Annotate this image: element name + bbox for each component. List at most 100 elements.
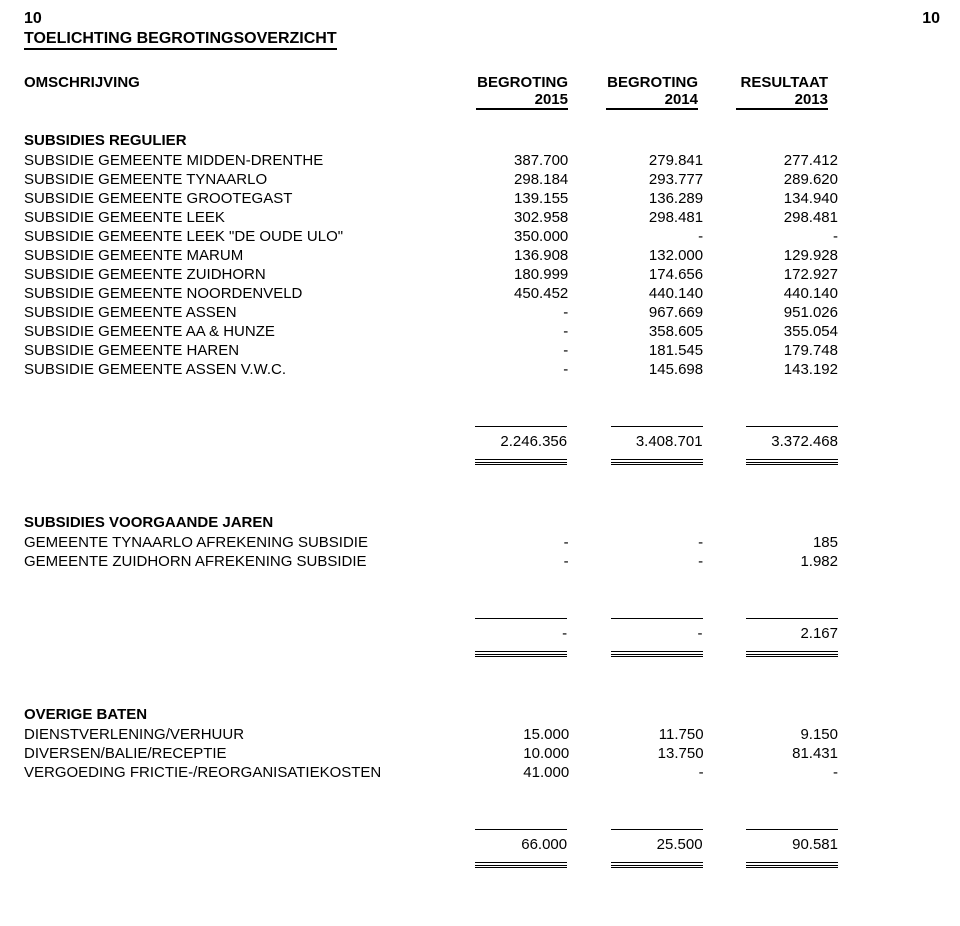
col-header-1-bot: 2015 [444,91,574,110]
row-value: 298.481 [709,208,844,227]
row-value: 134.940 [709,189,844,208]
row-value: 145.698 [574,360,709,379]
row-desc: DIVERSEN/BALIE/RECEPTIE [24,744,441,763]
row-desc: SUBSIDIE GEMEENTE ZUIDHORN [24,265,439,284]
table-row: GEMEENTE TYNAARLO AFREKENING SUBSIDIE--1… [24,533,844,552]
row-desc: SUBSIDIE GEMEENTE MARUM [24,246,439,265]
row-value: 13.750 [575,744,709,763]
table-row: SUBSIDIE GEMEENTE HAREN-181.545179.748 [24,341,844,360]
table-row: VERGOEDING FRICTIE-/REORGANISATIEKOSTEN4… [24,763,844,782]
table-row: SUBSIDIE GEMEENTE LEEK302.958298.481298.… [24,208,844,227]
row-value: 387.700 [439,151,574,170]
total-value: 90.581 [709,835,844,854]
total-row: --2.167 [24,624,844,643]
row-value: 136.289 [574,189,709,208]
row-value: - [709,227,844,246]
row-desc: SUBSIDIE GEMEENTE TYNAARLO [24,170,439,189]
row-value: 10.000 [441,744,575,763]
row-value: 180.999 [439,265,574,284]
table-row: SUBSIDIE GEMEENTE MARUM136.908132.000129… [24,246,844,265]
section-title: OVERIGE BATEN [24,706,940,723]
table-row: SUBSIDIE GEMEENTE AA & HUNZE-358.605355.… [24,322,844,341]
section-title: SUBSIDIES VOORGAANDE JAREN [24,514,940,531]
page-number-right: 10 [922,10,940,28]
row-value: - [574,227,709,246]
total-value: - [438,624,573,643]
col-header-2-bot: 2014 [574,91,704,110]
page-title: TOELICHTING BEGROTINGSOVERZICHT [24,30,337,50]
row-desc: GEMEENTE TYNAARLO AFREKENING SUBSIDIE [24,533,440,552]
row-value: 450.452 [439,284,574,303]
row-value: 11.750 [575,725,709,744]
total-value: 25.500 [573,835,708,854]
table-row: SUBSIDIE GEMEENTE GROOTEGAST139.155136.2… [24,189,844,208]
total-value: 3.408.701 [573,432,708,451]
row-value: - [575,552,709,571]
row-value: - [710,763,844,782]
col-header-1-top: BEGROTING [444,74,574,91]
col-header-3-top: RESULTAAT [704,74,834,91]
row-value: - [575,533,709,552]
row-value: 289.620 [709,170,844,189]
row-value: 15.000 [441,725,575,744]
row-value: - [439,322,574,341]
total-value: 2.246.356 [438,432,573,451]
row-value: 185 [709,533,844,552]
table-row: SUBSIDIE GEMEENTE NOORDENVELD450.452440.… [24,284,844,303]
row-value: 355.054 [709,322,844,341]
row-value: 174.656 [574,265,709,284]
total-value: - [573,624,708,643]
row-desc: SUBSIDIE GEMEENTE NOORDENVELD [24,284,439,303]
table-row: DIVERSEN/BALIE/RECEPTIE10.00013.75081.43… [24,744,844,763]
row-value: - [440,533,574,552]
row-desc: SUBSIDIE GEMEENTE LEEK "DE OUDE ULO" [24,227,439,246]
row-value: 298.184 [439,170,574,189]
row-desc: SUBSIDIE GEMEENTE ASSEN [24,303,439,322]
row-value: 1.982 [709,552,844,571]
row-value: 302.958 [439,208,574,227]
row-desc: SUBSIDIE GEMEENTE AA & HUNZE [24,322,439,341]
table-row: SUBSIDIE GEMEENTE ASSEN V.W.C.-145.69814… [24,360,844,379]
row-value: - [440,552,574,571]
total-row: 66.00025.50090.581 [24,835,844,854]
total-value: 3.372.468 [709,432,844,451]
row-value: - [439,303,574,322]
col-header-3-bot: 2013 [704,91,834,110]
row-desc: SUBSIDIE GEMEENTE HAREN [24,341,439,360]
row-value: 350.000 [439,227,574,246]
row-value: 129.928 [709,246,844,265]
row-value: 136.908 [439,246,574,265]
table-row: SUBSIDIE GEMEENTE ZUIDHORN180.999174.656… [24,265,844,284]
page-number-left: 10 [24,10,42,28]
table-row: SUBSIDIE GEMEENTE MIDDEN-DRENTHE387.7002… [24,151,844,170]
row-value: 172.927 [709,265,844,284]
table-row: DIENSTVERLENING/VERHUUR15.00011.7509.150 [24,725,844,744]
row-value: 139.155 [439,189,574,208]
row-value: - [439,360,574,379]
row-desc: SUBSIDIE GEMEENTE ASSEN V.W.C. [24,360,439,379]
row-desc: SUBSIDIE GEMEENTE LEEK [24,208,439,227]
row-value: 279.841 [574,151,709,170]
row-value: 81.431 [710,744,844,763]
row-value: 132.000 [574,246,709,265]
row-desc: GEMEENTE ZUIDHORN AFREKENING SUBSIDIE [24,552,440,571]
row-desc: VERGOEDING FRICTIE-/REORGANISATIEKOSTEN [24,763,441,782]
row-desc: SUBSIDIE GEMEENTE GROOTEGAST [24,189,439,208]
row-value: 298.481 [574,208,709,227]
row-value: 967.669 [574,303,709,322]
row-value: 440.140 [574,284,709,303]
table-row: SUBSIDIE GEMEENTE TYNAARLO298.184293.777… [24,170,844,189]
row-value: 951.026 [709,303,844,322]
row-value: 41.000 [441,763,575,782]
table-row: GEMEENTE ZUIDHORN AFREKENING SUBSIDIE--1… [24,552,844,571]
row-value: 277.412 [709,151,844,170]
section-title: SUBSIDIES REGULIER [24,132,940,149]
total-value: 66.000 [438,835,573,854]
row-value: 181.545 [574,341,709,360]
row-value: 9.150 [710,725,844,744]
total-row: 2.246.3563.408.7013.372.468 [24,432,844,451]
row-value: - [575,763,709,782]
row-value: 179.748 [709,341,844,360]
table-row: SUBSIDIE GEMEENTE ASSEN-967.669951.026 [24,303,844,322]
col-header-desc: OMSCHRIJVING [24,74,444,91]
